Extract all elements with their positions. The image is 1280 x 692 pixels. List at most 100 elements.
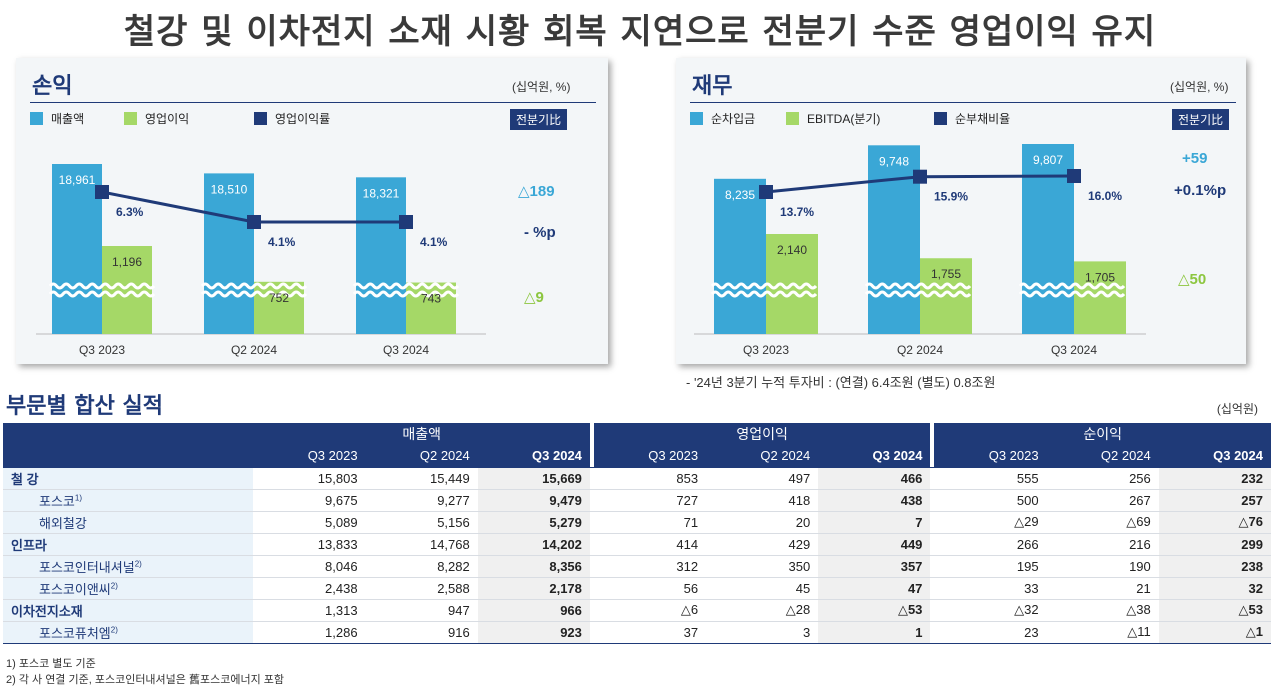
table-cell: 33	[934, 577, 1047, 600]
pnl-change-sales: △189	[518, 183, 555, 200]
table-cell: 257	[1158, 489, 1271, 512]
table-gap	[930, 466, 935, 490]
legend-label: 매출액	[51, 112, 85, 126]
row-label: 이차전지소재	[3, 598, 254, 622]
ratio-point-1	[247, 215, 261, 229]
fin-legend-2: EBITDA(분기)	[786, 110, 880, 127]
table-group-header: 매출액 영업이익 순이익	[3, 423, 1271, 467]
bar-1-secondary-label: 752	[269, 291, 289, 305]
bar-1-secondary	[254, 281, 304, 334]
bar-2-secondary	[1074, 261, 1126, 334]
table-cell: 32	[1158, 577, 1271, 600]
table-gap	[930, 445, 935, 467]
table-cell: 2,438	[253, 577, 366, 600]
period-header: Q2 2024	[365, 445, 478, 467]
bar-0-primary	[52, 164, 102, 334]
table-cell: 312	[593, 555, 707, 578]
table-cell: 1,286	[253, 621, 366, 644]
table-gap	[589, 489, 594, 512]
table-cell: 853	[593, 466, 707, 490]
table-cell: △69	[1046, 511, 1159, 534]
table-cell: △1	[1158, 621, 1271, 644]
legend-swatch	[30, 112, 43, 125]
period-header: Q2 2024	[706, 445, 819, 467]
table-cell: △29	[934, 511, 1047, 534]
bar-1-primary-label: 9,748	[879, 154, 909, 168]
table-cell: 350	[706, 555, 819, 578]
table-cell: 8,282	[365, 555, 478, 578]
pnl-rule	[30, 102, 596, 103]
table-cell: 8,046	[253, 555, 366, 578]
ratio-label-2: 4.1%	[420, 235, 448, 249]
bar-2-secondary	[406, 282, 456, 334]
group-header: 매출액	[253, 423, 590, 445]
table-cell: 923	[477, 621, 590, 644]
category-label-2: Q3 2024	[383, 343, 429, 357]
pnl-legend-2: 영업이익	[124, 110, 189, 127]
legend-swatch	[124, 112, 137, 125]
table-cell: △38	[1046, 598, 1159, 622]
table-cell: 414	[593, 532, 707, 556]
table-cell: 20	[706, 511, 819, 534]
fin-legend-3: 순부채비율	[934, 110, 1010, 127]
axis-break-2-1	[352, 290, 460, 298]
table-cell: 266	[934, 532, 1047, 556]
axis-break-0-0	[710, 282, 818, 290]
row-label: 해외철강	[3, 511, 254, 534]
table-cell: 299	[1158, 532, 1271, 556]
fin-rule	[690, 102, 1236, 103]
table-cell: 56	[593, 577, 707, 600]
bar-0-secondary	[102, 246, 152, 334]
table-cell: 555	[934, 466, 1047, 490]
table-row: 포스코인터내셔널2) 8,046 8,282 8,356 312 350 357 195 190…	[3, 555, 1271, 578]
row-label-text: 포스코인터내셔널	[39, 559, 135, 575]
table-cell: 947	[365, 598, 478, 622]
table-gap	[930, 598, 935, 622]
row-label-text: 인프라	[11, 537, 47, 553]
row-footnote-mark: 2)	[110, 625, 118, 635]
row-label-text: 해외철강	[39, 515, 87, 531]
table-row: 포스코퓨처엠2) 1,286 916 923 37 3 1 23 △11 △1	[3, 621, 1271, 644]
table-cell: 267	[1046, 489, 1159, 512]
table-gap	[930, 555, 935, 578]
table-cell: 5,156	[365, 511, 478, 534]
row-label: 인프라	[3, 532, 254, 556]
row-label: 포스코1)	[3, 489, 254, 512]
table-cell: 5,089	[253, 511, 366, 534]
axis-break-1-1	[200, 290, 308, 298]
group-header: 영업이익	[593, 423, 931, 445]
table-cell: 429	[706, 532, 819, 556]
table-gap	[589, 598, 594, 622]
row-label: 포스코퓨처엠2)	[3, 621, 254, 644]
axis-break-0-1	[710, 290, 818, 298]
bar-2-primary-label: 9,807	[1033, 153, 1063, 167]
table-cell: 497	[706, 466, 819, 490]
table-cell: 9,675	[253, 489, 366, 512]
ratio-label-0: 6.3%	[116, 205, 144, 219]
ratio-label-2: 16.0%	[1088, 189, 1122, 203]
table-cell: △53	[818, 598, 931, 622]
legend-label: EBITDA(분기)	[807, 112, 881, 126]
legend-swatch	[934, 112, 947, 125]
bar-2-secondary-label: 743	[421, 292, 441, 306]
fin-chart: 8,235 2,140 Q3 2023 9,748 1,755 Q2 2024 9,807 1…	[694, 144, 1146, 357]
bar-1-primary	[868, 145, 920, 334]
period-header: Q3 2024	[818, 445, 931, 467]
table-cell: △76	[1158, 511, 1271, 534]
table-cell: 449	[818, 532, 931, 556]
table-period-header: Q3 2023 Q2 2024 Q3 2024 Q3 2023 Q2 2024 …	[3, 445, 1271, 467]
segment-table: 매출액 영업이익 순이익 Q3 2023 Q2 2024 Q3 2024 Q3 …	[3, 423, 1271, 644]
axis-break-2-1	[1018, 290, 1126, 298]
table-cell: 256	[1046, 466, 1159, 490]
legend-label: 영업이익률	[275, 112, 331, 126]
ratio-point-2	[1067, 169, 1081, 183]
row-label: 철 강	[3, 466, 254, 490]
table-cell: 2,588	[365, 577, 478, 600]
period-header: Q3 2024	[477, 445, 590, 467]
table-body: 철 강 15,803 15,449 15,669 853 497 466 555 256 232 포…	[3, 466, 1271, 644]
period-header: Q3 2023	[934, 445, 1047, 467]
legend-label: 순부채비율	[955, 112, 1011, 126]
table-gap	[589, 621, 594, 644]
table-cell: 195	[934, 555, 1047, 578]
category-label-0: Q3 2023	[79, 343, 125, 357]
